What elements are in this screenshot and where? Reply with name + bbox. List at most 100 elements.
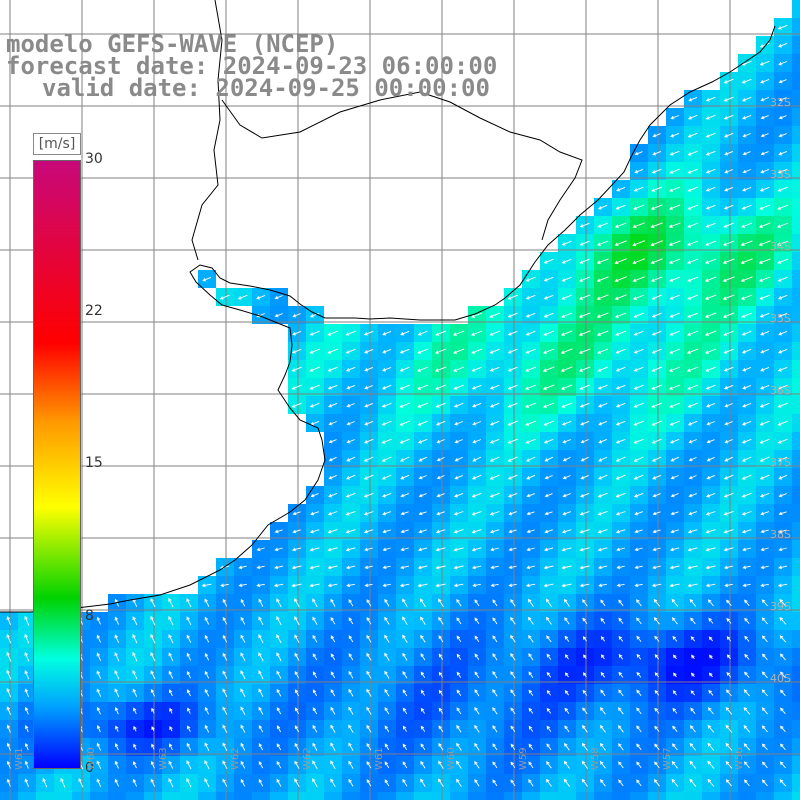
wind-arrow	[187, 707, 191, 714]
wind-arrow	[652, 133, 661, 138]
wind-arrow	[741, 438, 752, 444]
wind-arrow	[240, 706, 246, 716]
wind-arrow	[546, 653, 552, 660]
wind-arrow	[614, 276, 627, 283]
wind-arrow	[382, 330, 392, 336]
wind-arrow	[222, 652, 228, 661]
coastline	[0, 25, 776, 613]
wind-arrow	[669, 420, 680, 426]
wind-arrow	[420, 671, 426, 678]
wind-arrow	[508, 547, 517, 552]
wind-arrow	[60, 777, 66, 788]
wind-arrow	[294, 760, 300, 769]
wind-arrow	[274, 313, 283, 318]
wind-arrow	[706, 474, 715, 480]
wind-arrow	[456, 635, 462, 642]
wind-arrow	[651, 312, 662, 318]
wind-arrow	[743, 743, 751, 751]
wind-arrow	[705, 240, 717, 246]
wind-arrow	[474, 617, 480, 625]
wind-arrow	[543, 438, 554, 444]
wind-arrow	[597, 384, 608, 390]
wind-speed-cell	[180, 792, 198, 800]
wind-speed-cell	[792, 342, 800, 360]
wind-arrow	[453, 583, 464, 588]
wind-arrow	[204, 688, 210, 697]
wind-arrow	[742, 402, 752, 408]
wind-arrow	[168, 743, 173, 751]
wind-arrow	[563, 778, 571, 787]
wind-arrow	[562, 456, 571, 462]
wind-arrow	[561, 565, 572, 570]
wind-arrow	[309, 529, 320, 534]
wind-arrow	[598, 402, 608, 408]
lon-label: W61	[374, 747, 385, 770]
wind-arrow	[186, 689, 191, 697]
wind-arrow	[115, 725, 119, 732]
wind-speed-cell	[792, 198, 800, 216]
wind-arrow	[364, 348, 374, 354]
wind-arrow	[420, 634, 426, 643]
wind-arrow	[168, 652, 174, 661]
wind-speed-cell	[792, 306, 800, 324]
wind-speed-cell	[504, 792, 522, 800]
wind-arrow	[507, 420, 518, 426]
wind-arrow	[632, 258, 646, 265]
wind-arrow	[114, 669, 120, 680]
wind-arrow	[654, 689, 660, 696]
wind-arrow	[582, 689, 588, 696]
lon-label: W57	[662, 747, 673, 770]
wind-speed-cell	[90, 792, 108, 800]
wind-arrow	[723, 510, 734, 516]
wind-arrow	[292, 313, 301, 318]
wind-arrow	[452, 330, 465, 336]
wind-speed-cell	[792, 486, 800, 504]
wind-arrow	[596, 258, 609, 264]
wind-arrow	[384, 670, 390, 679]
wind-arrow	[186, 760, 192, 770]
wind-arrow	[581, 742, 588, 751]
wind-arrow	[384, 598, 390, 607]
wind-arrow	[579, 547, 590, 552]
wind-arrow	[328, 492, 338, 498]
wind-arrow	[778, 348, 788, 354]
wind-speed-cell	[792, 558, 800, 576]
wind-arrow	[561, 258, 572, 264]
wind-arrow	[598, 456, 608, 462]
wind-arrow	[312, 653, 318, 661]
wind-arrow	[508, 583, 517, 588]
wind-arrow	[312, 598, 318, 608]
wind-arrow	[741, 492, 752, 498]
wind-arrow	[168, 778, 174, 788]
wind-arrow	[633, 492, 644, 498]
wind-arrow	[633, 294, 645, 300]
wind-arrow	[96, 634, 102, 643]
wind-arrow	[435, 547, 446, 552]
wind-speed-cell	[792, 414, 800, 432]
wind-arrow	[760, 565, 769, 570]
wind-arrow	[760, 330, 770, 336]
wind-arrow	[327, 511, 338, 516]
wind-arrow	[258, 634, 264, 644]
wind-arrow	[384, 779, 390, 787]
wind-arrow	[761, 635, 768, 643]
wind-arrow	[634, 168, 644, 174]
wind-arrow	[472, 421, 482, 426]
wind-speed-cell	[792, 216, 800, 234]
wind-arrow	[454, 474, 463, 480]
wind-arrow	[526, 529, 535, 534]
wind-arrow	[114, 616, 120, 625]
wind-speed-cell	[792, 180, 800, 198]
wind-arrow	[654, 672, 660, 678]
lat-label: 40S	[770, 672, 791, 685]
wind-arrow	[651, 456, 662, 462]
wind-arrow	[760, 547, 769, 552]
wind-arrow	[651, 348, 662, 354]
wind-arrow	[652, 565, 662, 570]
wind-arrow	[615, 511, 626, 516]
wind-arrow	[545, 616, 552, 625]
wind-arrow	[528, 634, 534, 643]
wind-arrow	[707, 724, 715, 733]
wind-arrow	[258, 778, 264, 787]
wind-arrow	[651, 294, 662, 300]
